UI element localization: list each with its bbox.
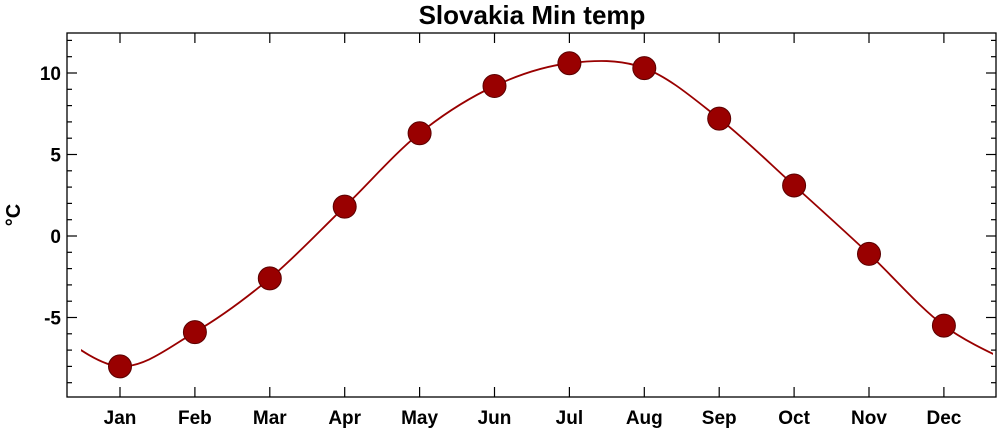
data-point bbox=[408, 122, 431, 145]
data-point bbox=[258, 267, 281, 290]
data-point bbox=[109, 355, 132, 378]
data-point bbox=[783, 174, 806, 197]
chart-title: Slovakia Min temp bbox=[419, 0, 646, 30]
series-line bbox=[45, 61, 1000, 366]
data-point bbox=[708, 107, 731, 130]
x-axis-tick-labels: Jan Feb Mar Apr May Jun Jul Aug Sep Oct Nov Dec bbox=[104, 408, 962, 429]
x-tick-label: Aug bbox=[626, 408, 663, 429]
x-tick-label: Jul bbox=[556, 408, 583, 429]
data-point bbox=[333, 195, 356, 218]
data-point bbox=[932, 314, 955, 337]
x-tick-label: Oct bbox=[778, 408, 810, 429]
data-point bbox=[858, 242, 881, 265]
plot-frame bbox=[67, 33, 996, 397]
y-tick-label: -5 bbox=[44, 309, 61, 330]
x-tick-label: Feb bbox=[178, 408, 212, 429]
y-tick-label: 5 bbox=[50, 146, 61, 167]
y-tick-label: 0 bbox=[50, 227, 61, 248]
data-point bbox=[183, 321, 206, 344]
data-point bbox=[483, 75, 506, 98]
y-axis-label: °C bbox=[3, 204, 25, 226]
x-tick-label: Jan bbox=[104, 408, 137, 429]
y-tick-label: 10 bbox=[40, 64, 61, 85]
data-point bbox=[633, 57, 656, 80]
y-axis-tick-labels: 10 5 0 -5 bbox=[40, 64, 62, 330]
axis-ticks bbox=[67, 33, 996, 397]
x-tick-label: May bbox=[401, 408, 438, 429]
series-layer bbox=[45, 52, 1000, 378]
x-tick-label: Jun bbox=[478, 408, 512, 429]
x-tick-label: Dec bbox=[926, 408, 961, 429]
x-tick-label: Sep bbox=[702, 408, 737, 429]
data-point bbox=[558, 52, 581, 75]
x-tick-label: Mar bbox=[253, 408, 287, 429]
x-tick-label: Nov bbox=[851, 408, 887, 429]
x-tick-label: Apr bbox=[328, 408, 361, 429]
